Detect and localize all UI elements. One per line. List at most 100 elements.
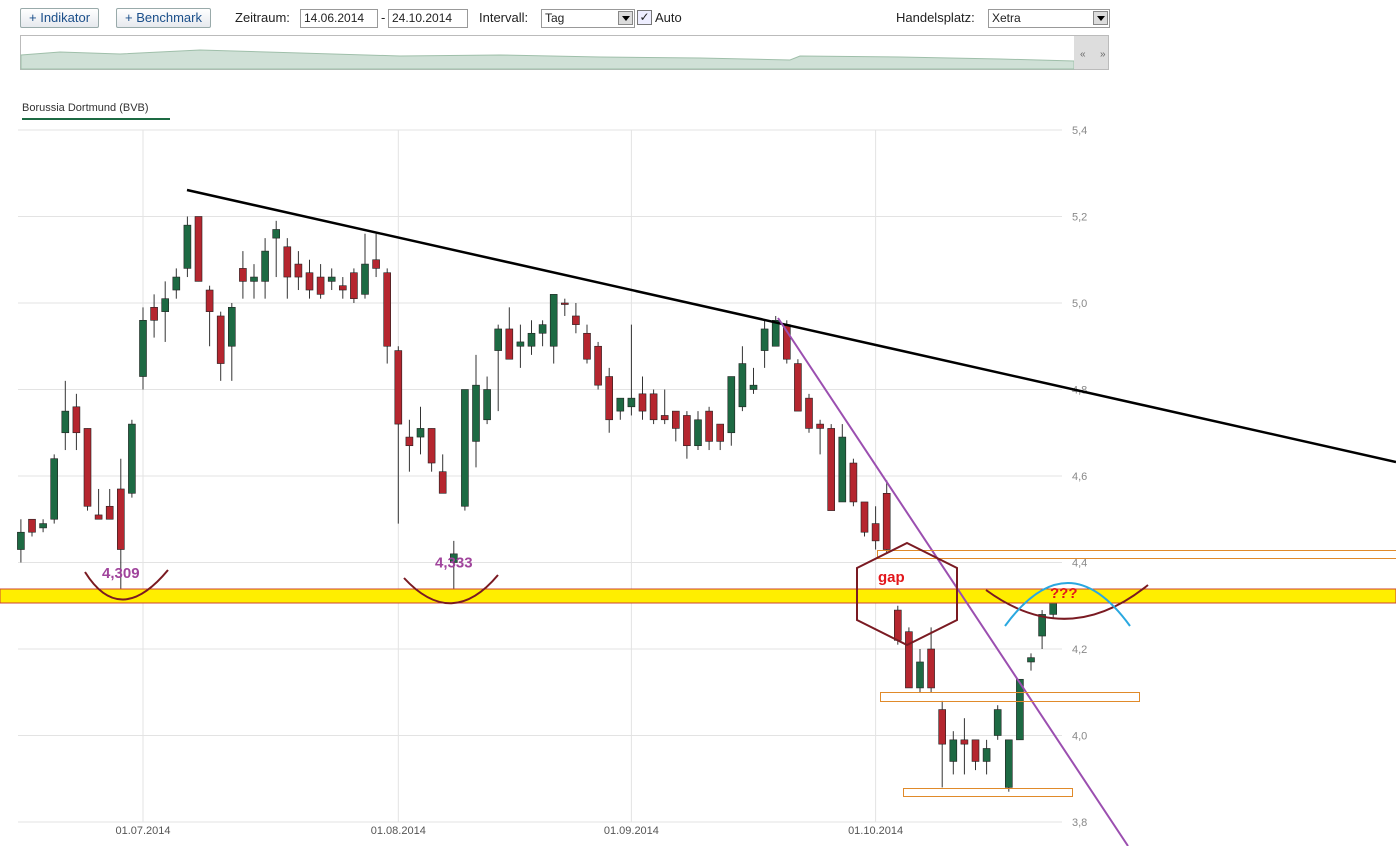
x-tick-label: 01.09.2014 — [604, 825, 659, 837]
candle-body — [683, 415, 691, 447]
candle-body — [105, 505, 114, 520]
candle-body — [605, 376, 614, 421]
candle-body — [649, 393, 658, 421]
y-tick-label: 5,0 — [1072, 298, 1087, 310]
candle-body — [61, 410, 70, 434]
candle-body — [572, 315, 580, 325]
candle-body — [827, 428, 836, 511]
candle-body — [228, 307, 236, 347]
candle-body — [216, 315, 225, 364]
candle-body — [771, 319, 780, 347]
candle-body — [394, 350, 403, 425]
candle-body — [738, 363, 747, 408]
indicator-button[interactable]: + Indikator — [20, 8, 100, 28]
candle-body — [250, 276, 258, 282]
drawings: gap ??? — [0, 188, 1396, 846]
dropdown-arrow — [1093, 11, 1108, 25]
exchange-select[interactable]: Xetra — [988, 9, 1110, 28]
candle-body — [405, 436, 414, 447]
low-annotation: 4,309 — [102, 565, 140, 582]
candle-body — [94, 514, 103, 520]
date-to[interactable]: 24.10.2014 — [388, 9, 468, 28]
candle-body — [83, 428, 92, 507]
candle-body — [28, 518, 36, 533]
candle-body — [1016, 678, 1024, 741]
candle-body — [483, 389, 491, 421]
interval-value: Tag — [545, 11, 565, 25]
candle-body — [50, 458, 59, 520]
candle-body — [261, 250, 269, 282]
candle-body — [949, 739, 958, 762]
bottom-curve — [403, 574, 499, 605]
candle-body — [594, 345, 602, 386]
exchange-label: Handelsplatz: — [896, 10, 975, 25]
candle-body — [816, 423, 824, 429]
candle-body — [660, 415, 669, 421]
candle-body — [316, 276, 325, 295]
y-tick-label: 3,8 — [1072, 817, 1087, 829]
legend-label: Borussia Dortmund (BVB) — [22, 102, 149, 114]
navigator-right[interactable]: » — [1100, 49, 1106, 60]
navigator-handle[interactable] — [1074, 36, 1108, 69]
candle-body — [472, 384, 480, 442]
candle-body — [294, 263, 303, 278]
candle-body — [527, 332, 536, 347]
candle-body — [694, 419, 702, 447]
question-note: ??? — [1050, 585, 1078, 602]
gap-hexagon — [856, 541, 958, 647]
candle-body — [461, 389, 469, 507]
candle-body — [449, 553, 458, 563]
bottom-curve — [84, 569, 169, 601]
candle-body — [283, 246, 292, 278]
trend-line — [777, 317, 1129, 846]
candle-body — [372, 259, 380, 269]
auto-label: Auto — [655, 10, 682, 25]
candle-body — [960, 739, 969, 745]
auto-checkbox[interactable]: ✓ — [637, 10, 652, 25]
level-box — [903, 788, 1073, 797]
candle-body — [838, 436, 847, 503]
candle-body — [905, 631, 913, 689]
interval-label: Intervall: — [479, 10, 529, 25]
candle-body — [805, 397, 813, 429]
candle-body — [638, 393, 647, 412]
candle-body — [916, 661, 924, 689]
candle-body — [438, 471, 447, 494]
candle-body — [17, 531, 25, 550]
candle-body — [860, 501, 869, 533]
candle-body — [272, 229, 281, 239]
candle-body — [794, 363, 802, 412]
navigator-left[interactable]: « — [1080, 49, 1086, 60]
y-tick-label: 4,6 — [1072, 471, 1087, 483]
candle-body — [305, 272, 314, 291]
candle-body — [150, 307, 158, 321]
candle-body — [383, 272, 392, 347]
candle-body — [927, 648, 935, 689]
candle-body — [72, 406, 81, 434]
candle-body — [993, 709, 1002, 736]
bottom-curve — [985, 584, 1149, 620]
date-from[interactable]: 14.06.2014 — [300, 9, 378, 28]
candle-body — [871, 523, 880, 542]
candle-body — [583, 332, 591, 360]
support-band — [0, 588, 1396, 604]
candle-body — [560, 302, 569, 305]
y-tick-label: 5,4 — [1072, 125, 1087, 137]
interval-select[interactable]: Tag — [541, 9, 635, 28]
candle-body — [882, 492, 891, 550]
y-tick-label: 4,4 — [1072, 558, 1087, 570]
exchange-value: Xetra — [992, 11, 1021, 25]
annotations: 4,309 4,333 — [102, 554, 473, 581]
x-tick-label: 01.07.2014 — [115, 825, 170, 837]
candle-body — [716, 423, 725, 442]
benchmark-button[interactable]: + Benchmark — [116, 8, 211, 28]
candle-body — [239, 268, 247, 282]
candle-body — [350, 272, 358, 299]
candle-body — [971, 739, 980, 762]
grid: 3,84,04,24,44,64,85,05,25,401.07.201401.… — [18, 125, 1087, 837]
candle-body — [616, 397, 625, 412]
top-curve — [1004, 582, 1131, 627]
candle-body — [1004, 739, 1013, 788]
